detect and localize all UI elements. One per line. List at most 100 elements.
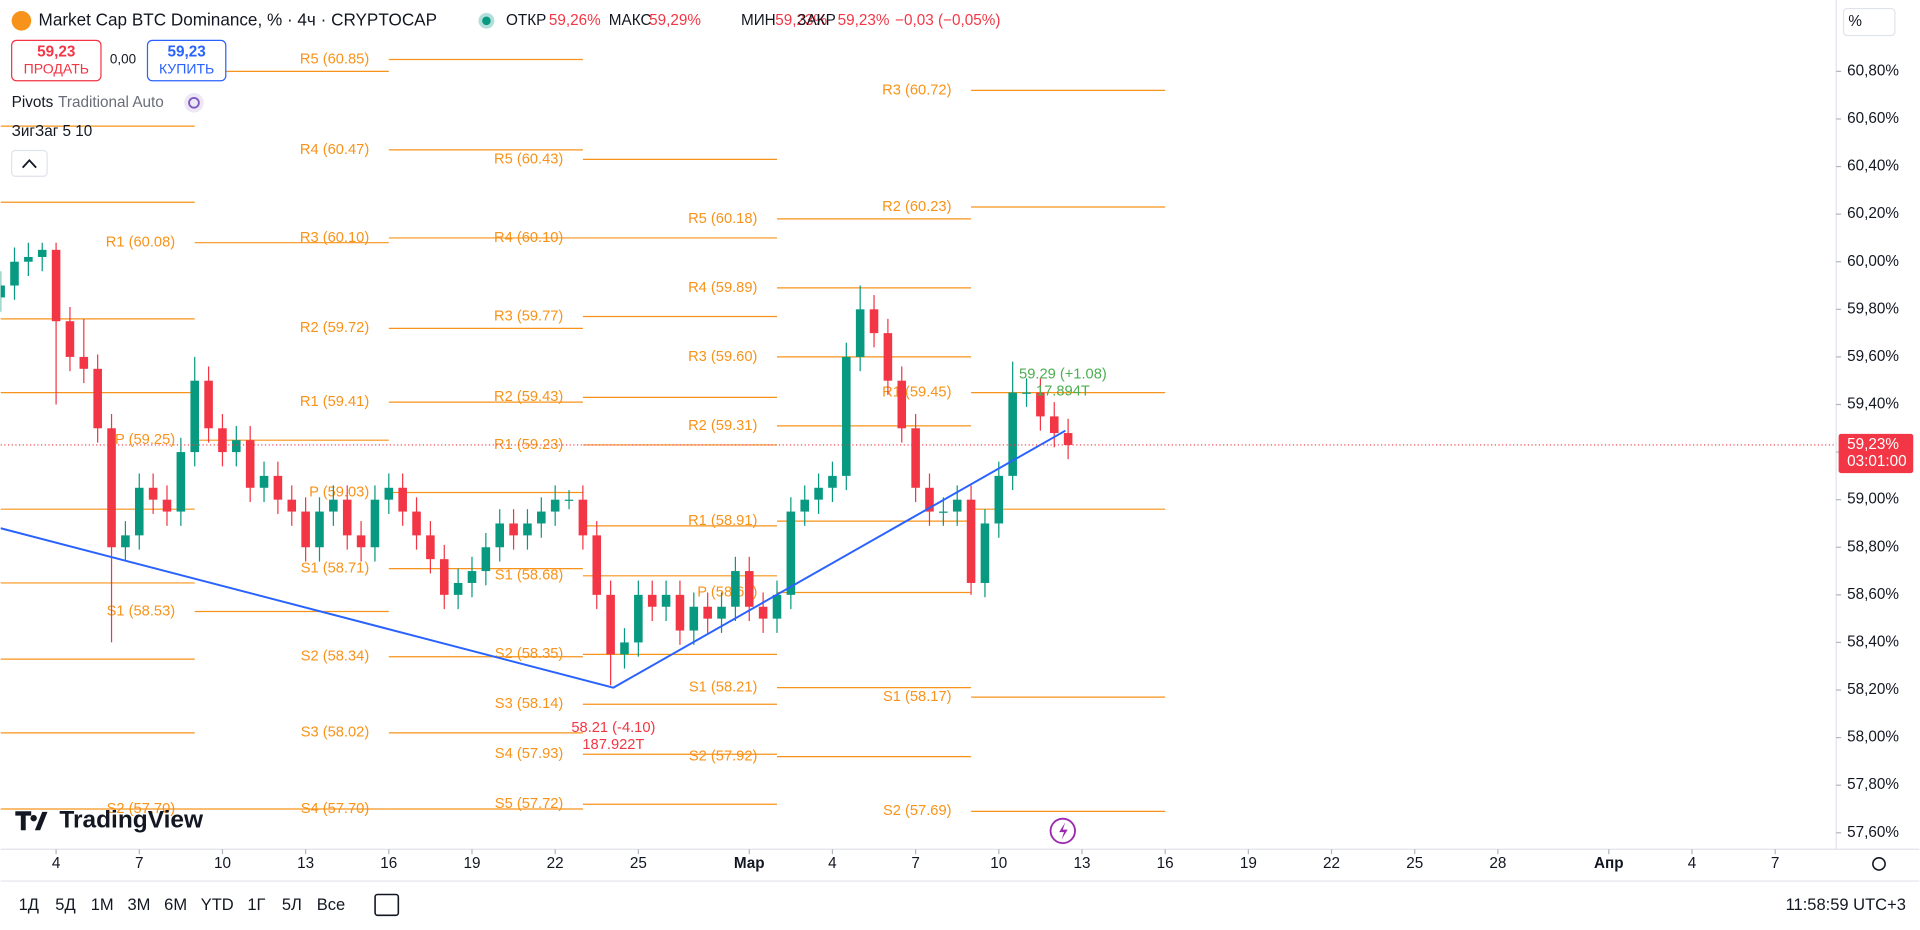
buy-label: КУПИТЬ: [159, 60, 214, 76]
candle-body: [481, 547, 491, 572]
candle-body: [689, 606, 699, 631]
candle-body: [537, 511, 546, 524]
pivot-label: R2 (59.31): [688, 418, 757, 434]
candle-body: [647, 594, 657, 607]
y-tick-label: 57,60%: [1847, 824, 1899, 841]
range-button[interactable]: Все: [317, 896, 345, 914]
x-tick-label: 22: [1323, 855, 1340, 872]
pivot-label: S5 (57.72): [495, 796, 564, 812]
candle-body: [772, 594, 782, 619]
ohlc-label: ОТКР: [506, 12, 546, 29]
indicator-name[interactable]: Pivots: [12, 94, 54, 111]
candle-body: [869, 309, 879, 334]
range-button[interactable]: 3М: [127, 896, 150, 914]
candle-body: [717, 606, 726, 619]
y-tick-label: 59,80%: [1847, 300, 1899, 317]
x-tick-label: 19: [1240, 855, 1257, 872]
collapse-button[interactable]: [11, 149, 48, 177]
range-button[interactable]: 6М: [164, 896, 187, 914]
x-tick-label: 28: [1489, 855, 1506, 872]
x-tick-label: 13: [1073, 855, 1090, 872]
pivot-label: S2 (57.92): [689, 749, 758, 765]
candle-body: [398, 487, 407, 512]
candle-body: [939, 511, 948, 513]
spread: 0,00: [110, 52, 136, 67]
last-price-label: 59,23%: [1847, 436, 1899, 453]
pivot-label: R1 (58.91): [688, 513, 757, 529]
candle-body: [176, 452, 186, 512]
sell-label: ПРОДАТЬ: [24, 60, 89, 76]
range-button[interactable]: YTD: [201, 896, 234, 914]
candle-body: [148, 487, 158, 500]
candle-body: [703, 606, 712, 619]
refresh-icon[interactable]: [184, 93, 204, 113]
candle-body: [245, 440, 255, 488]
pivot-label: S2 (58.35): [495, 646, 564, 662]
candle-body: [287, 499, 297, 512]
range-button[interactable]: 1Г: [247, 896, 265, 914]
indicator-name[interactable]: ЗигЗаг 5 10: [12, 123, 93, 140]
candle-body: [952, 499, 962, 512]
logo-icon: [15, 811, 48, 831]
pivot-label: S4 (57.93): [495, 746, 564, 762]
candle-body: [10, 261, 19, 286]
pivot-label: S3 (58.14): [495, 696, 564, 712]
candle-body: [592, 535, 602, 595]
y-tick-label: 60,80%: [1847, 62, 1899, 79]
scale-mode: %: [1848, 13, 1862, 30]
x-tick-label: 16: [1157, 855, 1174, 872]
buy-button[interactable]: [146, 39, 227, 82]
candle-body: [301, 511, 310, 548]
x-tick-label: 10: [990, 855, 1007, 872]
candle-body: [24, 256, 33, 262]
pivot-label: S2 (57.70): [107, 801, 176, 817]
candle-body: [634, 594, 643, 643]
range-button[interactable]: 1М: [91, 896, 114, 914]
candle-body: [495, 523, 505, 548]
x-tick-label: Мар: [734, 855, 765, 872]
x-tick-label: 4: [52, 855, 61, 872]
candle-body: [661, 594, 671, 607]
range-button[interactable]: 5Д: [55, 896, 75, 914]
candle-body: [1049, 416, 1059, 434]
candle-body: [329, 499, 338, 512]
candle-body: [994, 475, 1004, 524]
pivot-label: R4 (60.47): [300, 142, 369, 158]
pivot-label: S2 (57.69): [883, 803, 952, 819]
btc-icon: [11, 11, 32, 31]
y-tick-label: 58,00%: [1847, 729, 1899, 746]
candle-body: [315, 511, 324, 548]
candle-body: [509, 523, 518, 536]
pivot-label: R2 (60.23): [882, 199, 951, 215]
settings-icon[interactable]: [1872, 857, 1886, 871]
countdown: 03:01:00: [1847, 453, 1906, 470]
x-tick-label: 7: [135, 855, 144, 872]
pivot-label: P (59.03): [309, 484, 369, 500]
pivot-label: R4 (60.10): [494, 230, 563, 246]
zigzag-volume: 187.922T: [582, 737, 644, 753]
range-button[interactable]: 1Д: [19, 896, 39, 914]
x-tick-label: 22: [547, 855, 564, 872]
y-tick-label: 60,60%: [1847, 110, 1899, 127]
refresh-glyph: [188, 96, 200, 109]
candle-body: [259, 475, 269, 488]
candle-body: [1036, 392, 1045, 417]
pivot-label: S1 (58.71): [301, 561, 370, 577]
last-price-tag: [1838, 433, 1914, 474]
symbol-title[interactable]: Market Cap BTC Dominance, % · 4ч · CRYPT…: [39, 9, 437, 29]
date-range-icon[interactable]: [374, 893, 400, 917]
sell-button[interactable]: [11, 39, 102, 82]
collapse-glyph: [21, 158, 37, 169]
candle-body: [51, 249, 61, 322]
pivot-label: R1 (60.08): [106, 235, 175, 251]
clock: 11:58:59 UTC+3: [1786, 896, 1906, 914]
ohlc-value: 59,23%: [775, 12, 827, 29]
scale-mode-box[interactable]: [1842, 7, 1896, 37]
pivot-label: R3 (60.72): [882, 82, 951, 98]
range-button[interactable]: 5Л: [282, 896, 302, 914]
y-tick-label: 60,40%: [1847, 158, 1899, 175]
candle-body: [925, 487, 934, 512]
candle-body: [356, 535, 366, 548]
pivot-label: S1 (58.68): [495, 568, 564, 584]
